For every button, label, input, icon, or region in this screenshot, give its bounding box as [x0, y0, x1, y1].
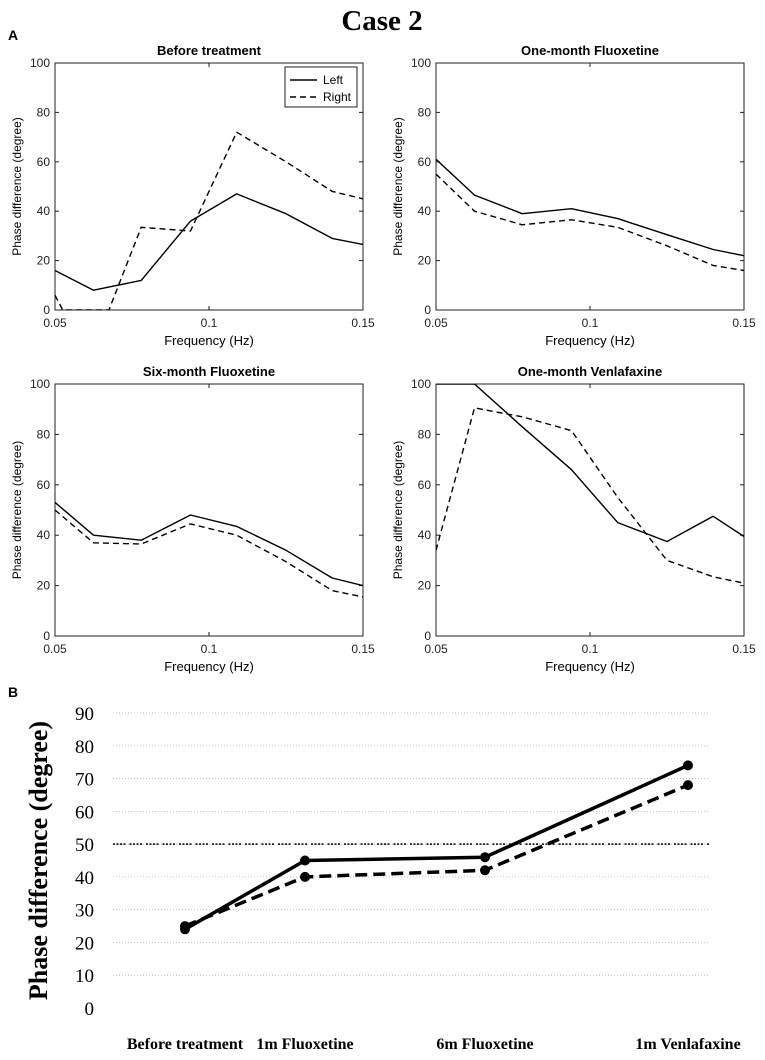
chart-title: Before treatment	[157, 43, 262, 58]
plot-area	[436, 159, 744, 270]
y-tick-label: 0	[43, 629, 50, 643]
x-tick-label: 0.1	[201, 642, 218, 656]
y-axis-label: Phase difference (degree)	[10, 117, 24, 256]
y-tick-label: 100	[411, 377, 431, 391]
chart-one-month-venlafaxine: 0 20 40 60 80 100 0.05 0.1 0.15 One-month Venlafa…	[391, 364, 756, 674]
y-tick-label: 20	[37, 254, 51, 268]
x-tick-label: 0.15	[732, 642, 756, 656]
x-category-label-before-treatment: Before treatment	[127, 1036, 244, 1053]
y-tick-label: 40	[37, 204, 51, 218]
y-tick-label: 20	[75, 933, 94, 954]
x-category-label-6m-fluoxetine: 6m Fluoxetine	[436, 1036, 533, 1053]
axes-frame	[436, 63, 744, 310]
series-line-right	[55, 510, 363, 597]
y-tick-label: 0	[85, 999, 95, 1020]
x-axis-label: Frequency (Hz)	[164, 659, 254, 674]
legend-label-left: Left	[323, 73, 344, 87]
y-tick-label: 100	[411, 56, 431, 70]
series-line-right	[436, 174, 744, 270]
series-line-left	[185, 765, 688, 929]
y-tick-label: 80	[37, 427, 51, 441]
series-line-left	[436, 159, 744, 255]
axes-frame	[55, 384, 363, 636]
y-tick-label: 80	[418, 427, 432, 441]
y-axis-label: Phase difference (degree)	[10, 441, 24, 580]
y-tick-label: 80	[418, 105, 432, 119]
y-tick-label: 80	[75, 737, 94, 758]
x-tick-label: 0.15	[732, 316, 756, 330]
y-tick-label: 40	[418, 204, 432, 218]
data-point-left-1m-fluoxetine	[300, 856, 310, 866]
x-tick-label: 0.05	[424, 316, 448, 330]
y-tick-label: 0	[424, 629, 431, 643]
x-tick-label: 0.1	[201, 316, 218, 330]
data-point-left-1m-venlafaxine	[683, 760, 693, 770]
series-line-left	[436, 384, 744, 542]
y-tick-label: 100	[30, 56, 50, 70]
x-tick-label: 0.1	[582, 642, 599, 656]
data-point-right-1m-venlafaxine	[683, 780, 693, 790]
series-line-left	[55, 194, 363, 290]
y-axis-label: Phase difference (degree)	[391, 441, 405, 580]
y-axis-label: Phase difference (degree)	[391, 117, 405, 256]
x-tick-label: 0.15	[351, 316, 375, 330]
y-tick-label: 30	[75, 901, 94, 922]
y-tick-label: 0	[43, 303, 50, 317]
y-tick-label: 20	[418, 579, 432, 593]
data-point-right-before-treatment	[180, 921, 190, 931]
y-tick-label: 70	[75, 770, 94, 791]
chart-title: Six-month Fluoxetine	[143, 364, 275, 379]
y-tick-label: 100	[30, 377, 50, 391]
data-point-left-6m-fluoxetine	[480, 852, 490, 862]
plot-area	[436, 384, 744, 583]
y-tick-label: 50	[75, 835, 94, 856]
chart-one-month-fluoxetine: 0 20 40 60 80 100 0.05 0.1 0.15 One-month Fluoxet…	[391, 43, 756, 348]
panel-label-b: B	[8, 684, 18, 700]
y-tick-label: 60	[418, 155, 432, 169]
chart-six-month-fluoxetine: 0 20 40 60 80 100 0.05 0.1 0.15 Six-month Fluoxet…	[10, 364, 375, 674]
series-line-right	[185, 785, 688, 926]
y-tick-label: 60	[37, 155, 51, 169]
x-category-label-1m-fluoxetine: 1m Fluoxetine	[256, 1036, 353, 1053]
y-tick-label: 80	[37, 105, 51, 119]
y-tick-label: 0	[424, 303, 431, 317]
plot-area	[55, 132, 363, 310]
x-axis-label: Frequency (Hz)	[545, 659, 635, 674]
series-line-left	[55, 502, 363, 585]
plot-area	[55, 502, 363, 597]
chart-before-treatment: 0 20 40 60 80 100 0.05 0.1 0.15 Before treatment F…	[10, 43, 375, 348]
y-axis-label: Phase difference (degree)	[24, 721, 53, 1000]
y-tick-label: 60	[75, 802, 94, 823]
chart-title: One-month Venlafaxine	[518, 364, 662, 379]
x-tick-label: 0.05	[424, 642, 448, 656]
y-tick-label: 90	[75, 704, 94, 725]
legend-label-right: Right	[323, 90, 352, 104]
x-category-label-1m-venlafaxine: 1m Venlafaxine	[635, 1036, 740, 1053]
x-tick-label: 0.05	[43, 642, 67, 656]
y-tick-label: 40	[37, 528, 51, 542]
data-point-right-6m-fluoxetine	[480, 865, 490, 875]
y-tick-label: 20	[418, 254, 432, 268]
x-tick-label: 0.1	[582, 316, 599, 330]
data-point-right-1m-fluoxetine	[300, 872, 310, 882]
x-axis-label: Frequency (Hz)	[164, 333, 254, 348]
series-line-right	[55, 132, 363, 310]
y-tick-label: 40	[75, 868, 94, 889]
series-line-right	[436, 408, 744, 583]
figure: Case 2 A B 0204060801000.05 0.1 0.15Before…	[0, 0, 765, 1060]
y-tick-label: 20	[37, 579, 51, 593]
y-tick-label: 60	[418, 478, 432, 492]
x-tick-label: 0.05	[43, 316, 67, 330]
panel-label-a: A	[8, 27, 18, 43]
y-tick-label: 10	[75, 966, 94, 987]
axes-frame	[436, 384, 744, 636]
chart-phase-difference-summary: 0 10 20 30 40 50 60 70 80 90 Phase difference (deg…	[24, 704, 741, 1053]
x-axis-label: Frequency (Hz)	[545, 333, 635, 348]
chart-title: One-month Fluoxetine	[521, 43, 659, 58]
x-tick-label: 0.15	[351, 642, 375, 656]
y-tick-label: 40	[418, 528, 432, 542]
figure-title: Case 2	[341, 5, 422, 37]
y-tick-label: 60	[37, 478, 51, 492]
